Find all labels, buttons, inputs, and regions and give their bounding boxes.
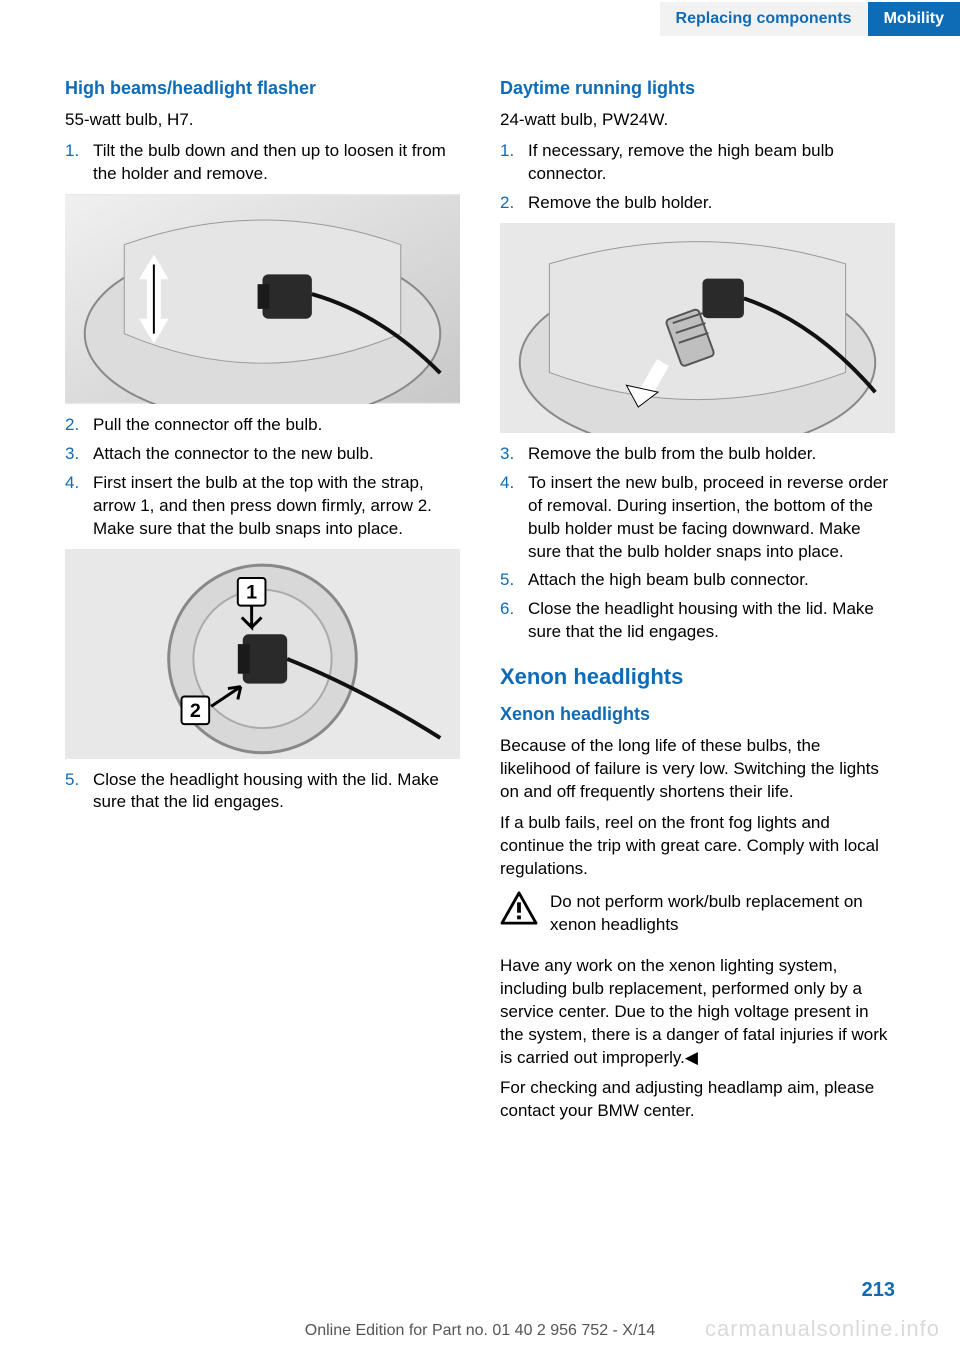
step-text: Remove the bulb holder. (528, 192, 712, 215)
step-text: Attach the connector to the new bulb. (93, 443, 374, 466)
figure-high-beam-insert: 1 2 (65, 549, 460, 759)
figure-high-beam-remove (65, 194, 460, 404)
list-item: 1. Tilt the bulb down and then up to loo… (65, 140, 460, 186)
page-number: 213 (862, 1279, 895, 1302)
list-item: 6. Close the headlight housing with the … (500, 598, 895, 644)
step-number: 3. (500, 443, 528, 466)
step-text: If necessary, remove the high beam bulb … (528, 140, 895, 186)
step-number: 5. (65, 769, 93, 815)
steps-left-b: 2. Pull the connector off the bulb. 3. A… (65, 414, 460, 541)
step-number: 1. (500, 140, 528, 186)
bulb-spec-left: 55-watt bulb, H7. (65, 109, 460, 132)
left-column: High beams/headlight flasher 55-watt bul… (65, 78, 460, 1131)
xenon-para-1: Because of the long life of these bulbs,… (500, 735, 895, 804)
breadcrumb-1: Replacing components (660, 2, 868, 36)
arrow-label-2: 2 (190, 700, 201, 722)
figure-daytime-remove (500, 223, 895, 433)
list-item: 1. If necessary, remove the high beam bu… (500, 140, 895, 186)
list-item: 3. Remove the bulb from the bulb holder. (500, 443, 895, 466)
step-text: Attach the high beam bulb connector. (528, 569, 809, 592)
step-number: 4. (500, 472, 528, 564)
main-content: High beams/headlight flasher 55-watt bul… (0, 78, 960, 1131)
steps-right-a: 1. If necessary, remove the high beam bu… (500, 140, 895, 215)
step-text: Pull the connector off the bulb. (93, 414, 322, 437)
step-text: Tilt the bulb down and then up to loosen… (93, 140, 460, 186)
xenon-para-4: For checking and adjusting headlamp aim,… (500, 1077, 895, 1123)
step-text: To insert the new bulb, proceed in rever… (528, 472, 895, 564)
heading-xenon-main: Xenon headlights (500, 664, 895, 690)
list-item: 4. To insert the new bulb, proceed in re… (500, 472, 895, 564)
right-column: Daytime running lights 24-watt bulb, PW2… (500, 78, 895, 1131)
bulb-spec-right: 24-watt bulb, PW24W. (500, 109, 895, 132)
step-number: 2. (500, 192, 528, 215)
list-item: 2. Pull the connector off the bulb. (65, 414, 460, 437)
steps-left-c: 5. Close the headlight housing with the … (65, 769, 460, 815)
step-number: 3. (65, 443, 93, 466)
list-item: 2. Remove the bulb holder. (500, 192, 895, 215)
page-header: Replacing components Mobility (0, 0, 960, 38)
list-item: 5. Close the headlight housing with the … (65, 769, 460, 815)
step-text: First insert the bulb at the top with th… (93, 472, 460, 541)
steps-left-a: 1. Tilt the bulb down and then up to loo… (65, 140, 460, 186)
xenon-para-3: Have any work on the xenon lighting syst… (500, 955, 895, 1070)
heading-high-beams: High beams/headlight flasher (65, 78, 460, 99)
warning-icon (500, 891, 538, 925)
step-text: Remove the bulb from the bulb holder. (528, 443, 816, 466)
xenon-para-2: If a bulb fails, reel on the front fog l… (500, 812, 895, 881)
step-number: 2. (65, 414, 93, 437)
step-number: 5. (500, 569, 528, 592)
list-item: 4. First insert the bulb at the top with… (65, 472, 460, 541)
step-text: Close the headlight housing with the lid… (528, 598, 895, 644)
breadcrumb-2: Mobility (868, 2, 960, 36)
list-item: 3. Attach the connector to the new bulb. (65, 443, 460, 466)
arrow-label-1: 1 (246, 581, 257, 603)
heading-xenon-sub: Xenon headlights (500, 704, 895, 725)
warning-text: Do not perform work/bulb replacement on … (550, 891, 895, 937)
step-number: 6. (500, 598, 528, 644)
steps-right-b: 3. Remove the bulb from the bulb holder.… (500, 443, 895, 645)
watermark: carmanualsonline.info (705, 1316, 940, 1342)
warning-block: Do not perform work/bulb replacement on … (500, 891, 895, 945)
list-item: 5. Attach the high beam bulb connector. (500, 569, 895, 592)
step-number: 4. (65, 472, 93, 541)
step-text: Close the headlight housing with the lid… (93, 769, 460, 815)
heading-daytime: Daytime running lights (500, 78, 895, 99)
step-number: 1. (65, 140, 93, 186)
